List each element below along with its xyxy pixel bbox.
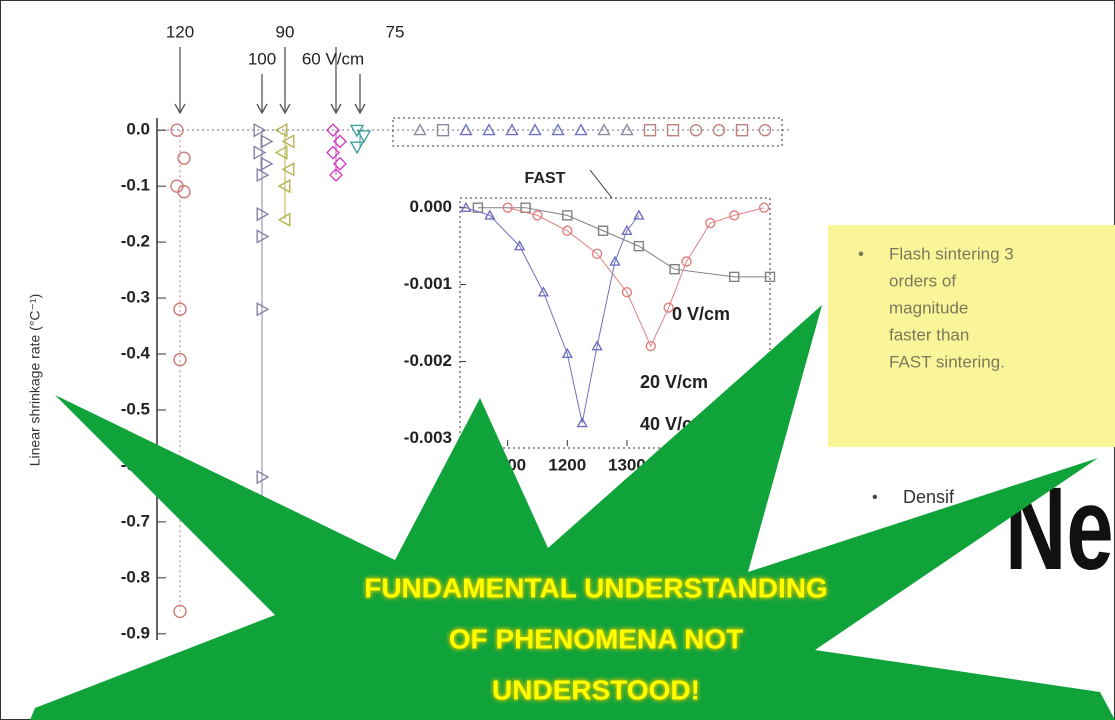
- field-label: 90: [276, 22, 295, 41]
- y-tick-label: 0.0: [126, 120, 150, 139]
- inset-x-tick-label: 1200: [548, 455, 586, 474]
- fast-label: FAST: [525, 170, 566, 187]
- note-line: orders of: [889, 271, 956, 290]
- field-label: 120: [166, 22, 194, 41]
- y-tick-label: -0.1: [121, 176, 150, 195]
- second-bullet: Densif: [903, 487, 955, 507]
- inset-y-tick-label: 0.000: [409, 197, 452, 216]
- y-tick-label: -0.7: [121, 511, 150, 530]
- field-label: 100: [248, 49, 276, 68]
- y-tick-label: -0.8: [121, 567, 150, 586]
- y-axis-label: Linear shrinkage rate (°C⁻¹): [27, 294, 43, 467]
- note-line: Flash sintering 3: [889, 244, 1014, 263]
- note-line: faster than: [889, 325, 969, 344]
- y-tick-label: -0.9: [121, 623, 150, 642]
- bullet: •: [872, 489, 878, 506]
- inset-y-tick-label: -0.003: [404, 428, 452, 447]
- inset-y-tick-label: -0.002: [404, 351, 452, 370]
- y-tick-label: -0.4: [121, 344, 151, 363]
- y-tick-label: -0.5: [121, 399, 150, 418]
- bullet: •: [858, 244, 864, 263]
- field-label: 75: [386, 22, 405, 41]
- slide: Linear shrinkage rate (°C⁻¹) FAST 0.0 -0.…: [0, 0, 1115, 720]
- note-line: magnitude: [889, 298, 968, 317]
- inset-series-label: 20 V/cm: [640, 372, 708, 392]
- field-label: 60 V/cm: [302, 49, 364, 68]
- callout-line: FUNDAMENTAL UNDERSTANDING: [364, 572, 828, 603]
- callout-line: OF PHENOMENA NOT: [449, 623, 744, 654]
- y-tick-label: -0.3: [121, 288, 150, 307]
- callout-line: UNDERSTOOD!: [492, 674, 700, 705]
- inset-series-label: 0 V/cm: [672, 304, 730, 324]
- note-line: FAST sintering.: [889, 352, 1005, 371]
- inset-y-tick-label: -0.001: [404, 274, 452, 293]
- y-tick-label: -0.2: [121, 232, 150, 251]
